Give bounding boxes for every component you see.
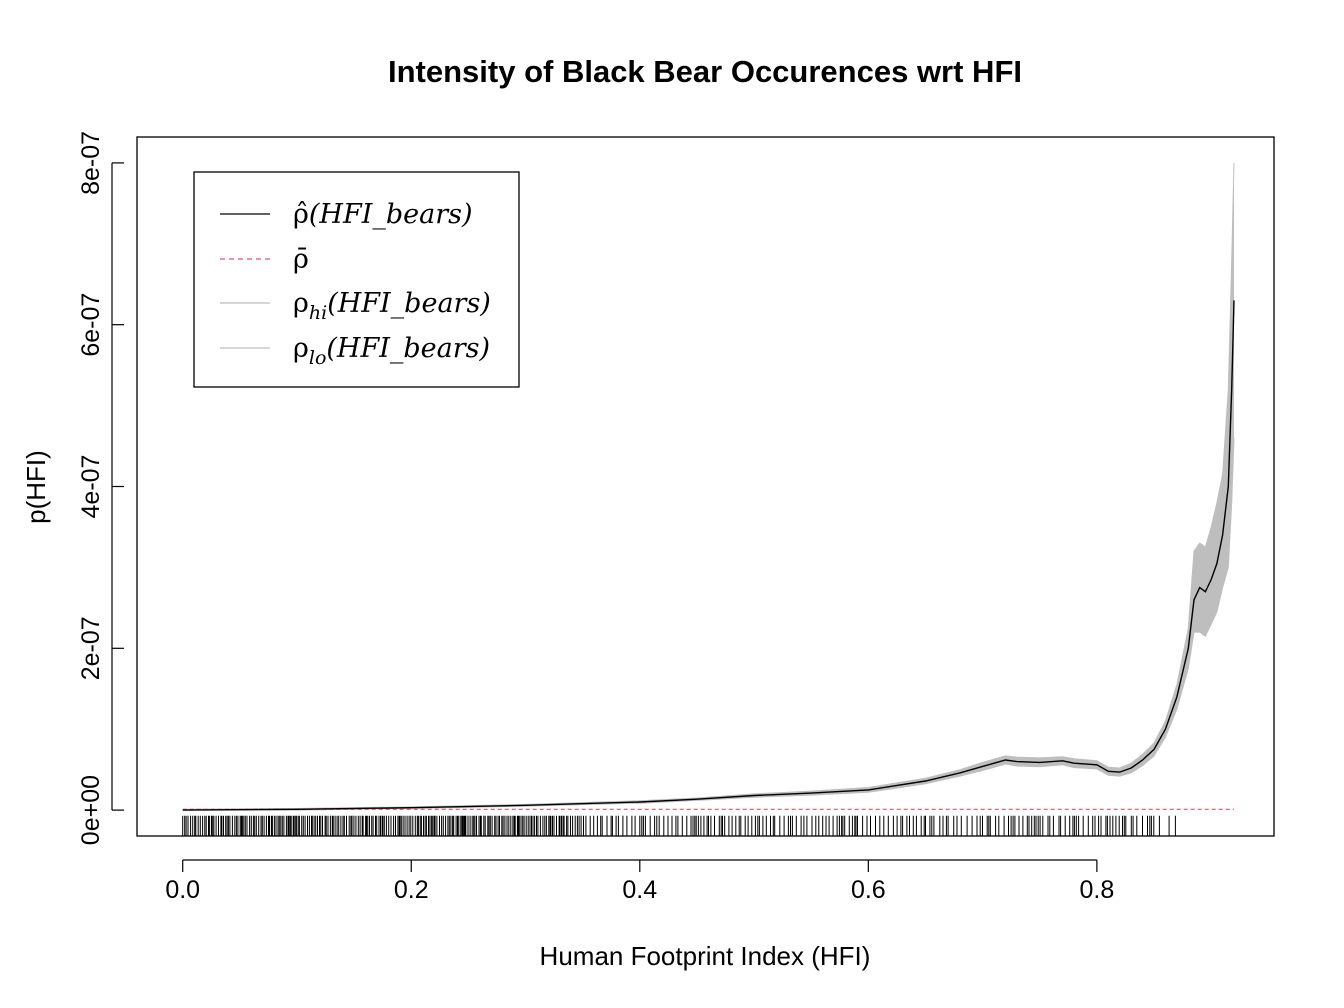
legend-label-rho-hat-base: ρ̂	[293, 199, 309, 230]
x-tick-label: 0.0	[165, 876, 200, 904]
rug-marks	[182, 815, 1176, 836]
axes-layer: 0.0 0.2 0.4 0.6 0.8 0e+00 2e-07 4e-07 6e-07 8e-07	[77, 131, 1114, 904]
y-tick-label: 8e-07	[77, 131, 105, 195]
x-tick-label: 0.4	[622, 876, 657, 904]
legend-label-rho-lo-base: ρ	[293, 333, 309, 364]
series-line-rho-hi	[182, 162, 1235, 810]
x-tick-label: 0.8	[1079, 876, 1114, 904]
chart-title: Intensity of Black Bear Occurences wrt H…	[388, 54, 1022, 89]
legend-label-rho-hi-base: ρ	[293, 288, 309, 319]
legend-label-rho-hi: ρhi(HFI_bears)	[293, 288, 491, 324]
legend-label-rho-bar: ρ̄	[293, 244, 309, 275]
legend-label-rho-hat: ρ̂(HFI_bears)	[293, 199, 473, 230]
legend-label-rho-bar-base: ρ̄	[293, 244, 309, 275]
plot-layer	[182, 162, 1235, 811]
rug-layer	[182, 815, 1176, 836]
series-line-rho-lo	[182, 437, 1235, 811]
legend-label-rho-hi-sub: hi	[309, 302, 327, 324]
plot-frame	[136, 136, 1275, 837]
legend-label-rho-hat-arg: (HFI_bears)	[309, 199, 473, 230]
y-axis-label: p(HFI)	[21, 450, 51, 524]
y-tick-label: 0e+00	[77, 775, 105, 845]
legend-box	[193, 171, 520, 388]
x-tick-label: 0.2	[394, 876, 429, 904]
x-tick-label: 0.6	[851, 876, 886, 904]
legend-label-rho-lo-sub: lo	[309, 347, 327, 369]
y-tick-label: 4e-07	[77, 455, 105, 519]
legend-label-rho-lo-arg: (HFI_bears)	[326, 333, 490, 364]
legend-label-rho-hi-arg: (HFI_bears)	[327, 288, 491, 319]
legend: ρ̂(HFI_bears) ρ̄ ρhi(HFI_bears) ρlo(HFI_…	[193, 171, 520, 388]
y-tick-label: 2e-07	[77, 616, 105, 680]
series-line-rho-hat	[182, 300, 1235, 811]
legend-label-rho-lo: ρlo(HFI_bears)	[293, 333, 490, 369]
x-axis-label: Human Footprint Index (HFI)	[540, 941, 871, 971]
y-tick-label: 6e-07	[77, 293, 105, 357]
